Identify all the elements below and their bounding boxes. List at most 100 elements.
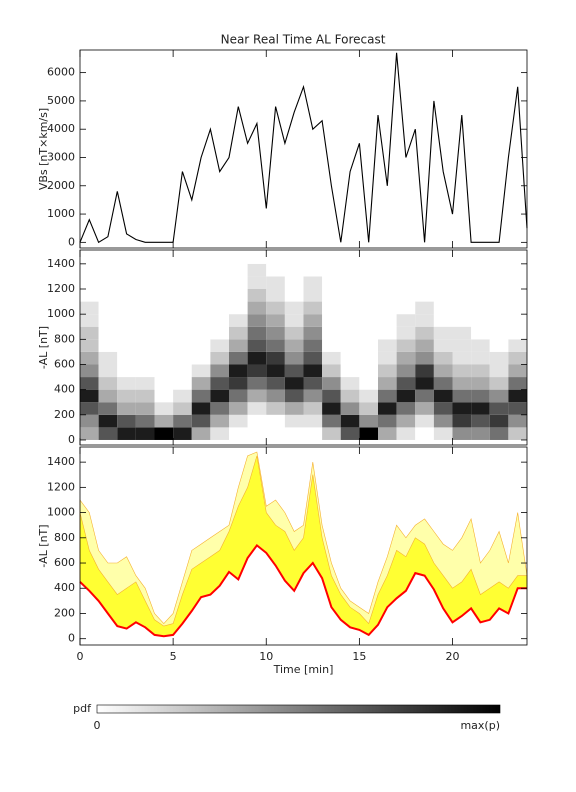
x-axis-label: Time [min] [273,663,334,676]
heatmap-cell [378,377,397,390]
heatmap-cell [80,339,99,352]
heatmap-cell [433,351,453,365]
heatmap-cell [396,351,416,365]
heatmap-cell [210,314,229,327]
heatmap-cell [247,339,267,352]
heatmap-cell [378,364,397,378]
y-tick-label: 600 [54,556,75,569]
heatmap-cell [173,251,192,264]
heatmap-cell [452,414,472,428]
heatmap-cell [80,276,99,289]
heatmap-cell [396,301,416,315]
heatmap-cell [135,389,155,403]
heatmap-cell [117,339,136,352]
heatmap-cell [154,326,174,340]
heatmap-cell [247,402,267,415]
heatmap-cell [396,389,416,403]
heatmap-cell [80,351,99,365]
heatmap-cell [340,377,360,390]
heatmap-cell [173,427,192,440]
heatmap-cell [489,377,509,390]
heatmap-cell [489,339,509,352]
heatmap-cell [266,402,285,415]
y-tick-label: 0 [68,632,75,645]
heatmap-cell [508,351,527,365]
heatmap-cell [489,301,509,315]
heatmap-cell [191,289,211,302]
colorbar-min: 0 [94,719,101,732]
heatmap-cell [452,314,472,327]
heatmap-cell [396,339,416,352]
heatmap-cell [266,263,285,277]
heatmap-cell [191,263,211,277]
y-tick-label: 1000 [47,307,75,320]
heatmap-cell [229,389,248,403]
heatmap-cell [508,364,527,378]
x-tick-label: 5 [170,650,177,663]
heatmap-cell [433,289,453,302]
heatmap-cell [378,301,397,315]
heatmap-cell [173,289,192,302]
heatmap-cell [191,427,211,440]
heatmap-cell [340,251,360,264]
heatmap-cell [154,301,174,315]
heatmap-cell [135,339,155,352]
y-tick-label: 200 [54,606,75,619]
heatmap-cell [340,289,360,302]
heatmap-cell [303,326,323,340]
heatmap-cell [415,414,434,428]
heatmap-cell [117,364,136,378]
heatmap-cell [508,389,527,403]
heatmap-cell [210,402,229,415]
heatmap-cell [378,414,397,428]
heatmap-cell [322,389,341,403]
heatmap-cell [303,427,323,440]
heatmap-cell [154,276,174,289]
heatmap-cell [266,326,285,340]
heatmap-cell [229,364,248,378]
heatmap-cell [117,276,136,289]
heatmap-cell [173,314,192,327]
axes-frame [79,49,528,249]
heatmap-cell [471,326,490,340]
heatmap-cell [154,377,174,390]
heatmap-cell [154,414,174,428]
heatmap-cell [154,427,174,440]
heatmap-cell [303,314,323,327]
heatmap-cell [247,251,267,264]
heatmap-cell [117,314,136,327]
heatmap-cell [378,263,397,277]
heatmap-cell [98,427,118,440]
heatmap-cell [415,364,434,378]
heatmap-cell [98,263,118,277]
heatmap-cell [117,377,136,390]
heatmap-cell [359,377,378,390]
heatmap-cell [284,351,304,365]
heatmap-cell [378,326,397,340]
heatmap-cell [322,414,341,428]
heatmap-cell [266,364,285,378]
heatmap-cell [340,301,360,315]
heatmap-cell [489,326,509,340]
heatmap-cell [415,301,434,315]
heatmap-cell [359,389,378,403]
heatmap-cell [210,276,229,289]
heatmap-cell [489,402,509,415]
heatmap-cell [489,276,509,289]
heatmap-cell [210,301,229,315]
heatmap-cell [173,301,192,315]
heatmap-cell [452,377,472,390]
heatmap-cell [229,427,248,440]
heatmap-cell [433,263,453,277]
y-tick-label: 0 [68,235,75,248]
heatmap-cell [247,364,267,378]
heatmap-cell [191,314,211,327]
heatmap-cell [284,389,304,403]
heatmap-cell [359,314,378,327]
heatmap-cell [452,389,472,403]
heatmap-cell [135,402,155,415]
heatmap-cell [210,351,229,365]
heatmap-cell [229,377,248,390]
heatmap-cell [173,339,192,352]
